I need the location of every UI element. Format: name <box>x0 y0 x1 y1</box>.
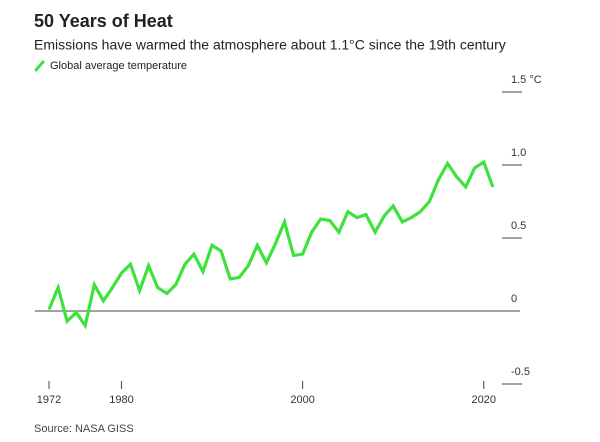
source: Source: NASA GISS <box>34 423 134 435</box>
y-tick-label: 0.5 <box>511 220 526 232</box>
chart-title: 50 Years of Heat <box>34 11 173 31</box>
legend-label: Global average temperature <box>50 60 187 72</box>
x-tick-label: 2000 <box>290 394 314 406</box>
y-tick-label: 0 <box>511 293 517 305</box>
legend-swatch <box>34 60 45 72</box>
x-tick-label: 1972 <box>37 394 61 406</box>
x-tick-label: 1980 <box>109 394 133 406</box>
y-tick-label: -0.5 <box>511 366 530 378</box>
y-tick-label: 1.0 <box>511 147 526 159</box>
line-series <box>47 159 495 330</box>
chart-subtitle: Emissions have warmed the atmosphere abo… <box>34 37 506 53</box>
y-tick-label: 1.5 °C <box>511 74 542 86</box>
x-tick-label: 2020 <box>472 394 496 406</box>
